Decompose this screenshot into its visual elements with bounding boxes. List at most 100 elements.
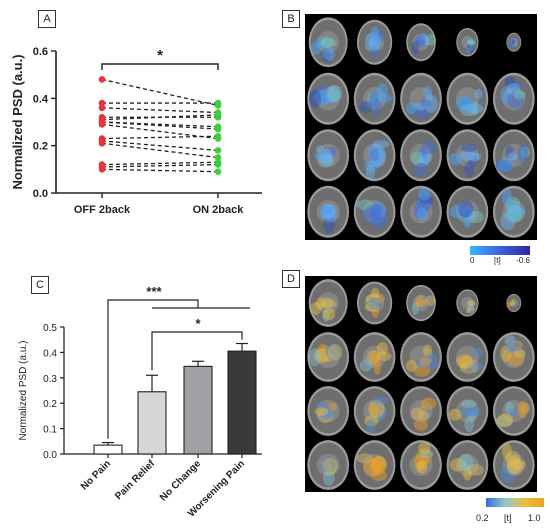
activation-blob <box>369 91 379 107</box>
brain-slice-core <box>509 37 518 47</box>
pair-line <box>101 78 219 107</box>
activation-blob <box>459 103 478 117</box>
activation-blob <box>313 348 331 364</box>
activation-blob <box>320 297 334 309</box>
point-on-2back <box>214 154 222 161</box>
activation-blob <box>459 362 478 374</box>
panel-label-b: B <box>282 10 300 28</box>
significance-bracket-c-2 <box>151 331 243 371</box>
activation-blob <box>459 149 475 161</box>
activation-blob <box>462 206 474 221</box>
activation-blob <box>463 466 472 481</box>
activation-blob <box>497 157 514 173</box>
activation-blob <box>520 146 531 158</box>
activation-blob <box>327 343 343 361</box>
brain-slice-core <box>316 200 340 224</box>
activation-blob <box>370 287 380 299</box>
activation-blob <box>327 403 338 412</box>
bar <box>93 444 123 455</box>
activation-blob <box>365 293 381 305</box>
activation-blob <box>470 359 479 373</box>
activation-blob <box>424 94 438 113</box>
activation-blob <box>323 458 334 472</box>
activation-blob <box>376 83 389 97</box>
x-tick-label-a: OFF 2back <box>74 204 131 216</box>
activation-blob <box>410 151 424 166</box>
activation-blob <box>320 459 334 468</box>
activation-blob <box>449 204 467 219</box>
activation-blob <box>368 297 382 310</box>
activation-blob <box>416 194 433 211</box>
brain-slice-core <box>409 200 433 224</box>
activation-blob <box>310 41 322 55</box>
bar <box>227 350 257 455</box>
brain-slice-core <box>316 453 340 477</box>
brain-slice-core <box>363 143 387 167</box>
activation-blob <box>464 416 475 433</box>
colorbar-d-max: 1.0 <box>528 513 541 523</box>
activation-blob <box>504 76 516 88</box>
activation-blob <box>315 36 326 50</box>
activation-blob <box>511 298 515 305</box>
brain-slice-core <box>412 294 430 312</box>
activation-blob <box>323 95 335 104</box>
activation-blob <box>495 415 513 428</box>
activation-blob <box>322 49 330 63</box>
activation-blob <box>448 152 462 166</box>
activation-blob <box>327 85 343 103</box>
activation-blob <box>464 161 475 178</box>
activation-blob <box>371 469 387 482</box>
activation-blob <box>368 36 382 50</box>
activation-blob <box>365 163 375 180</box>
activation-blob <box>327 147 338 156</box>
brain-slice-core <box>455 345 479 369</box>
point-on-2back <box>214 125 222 133</box>
activation-blob <box>365 419 375 435</box>
point-off-2back <box>98 99 106 107</box>
colorbar-b-min: 0 <box>470 256 475 265</box>
activation-blob <box>322 148 333 162</box>
x-tick-label-c: Pain Relief <box>113 458 157 502</box>
activation-blob <box>466 308 471 314</box>
activation-blob <box>420 397 437 410</box>
activation-blob <box>513 90 526 100</box>
activation-blob <box>372 396 390 405</box>
activation-blob <box>373 98 381 118</box>
activation-blob <box>419 449 434 458</box>
activation-blob <box>370 405 379 417</box>
activation-blob <box>359 100 373 114</box>
pair-line <box>101 163 219 168</box>
activation-blob <box>372 140 390 149</box>
activation-blob <box>467 152 482 161</box>
activation-blob <box>371 216 387 229</box>
point-on-2back <box>214 147 222 154</box>
activation-blob <box>410 407 424 421</box>
activation-blob <box>323 459 333 471</box>
activation-blob <box>514 302 518 308</box>
significance-label-c-2: * <box>195 316 201 331</box>
activation-blob <box>467 38 475 46</box>
activation-blob <box>325 85 341 103</box>
activation-blob <box>323 204 334 219</box>
activation-blob <box>325 344 341 361</box>
brain-slice-core <box>455 200 479 224</box>
activation-blob <box>364 42 380 52</box>
activation-blob <box>506 350 525 367</box>
brain-slice-core <box>317 31 339 54</box>
activation-blob <box>320 38 337 48</box>
activation-blob <box>422 85 433 100</box>
activation-blob <box>376 351 392 361</box>
activation-blob <box>371 304 380 319</box>
brain-slice-core <box>502 453 526 477</box>
activation-blob <box>370 457 383 474</box>
point-on-2back <box>214 99 222 107</box>
activation-blob <box>320 205 334 215</box>
activation-blob <box>463 212 472 229</box>
activation-blob <box>500 345 512 362</box>
activation-blob <box>507 152 518 161</box>
activation-blob <box>419 195 434 205</box>
activation-blob <box>500 465 516 483</box>
activation-blob <box>373 356 381 375</box>
brain-slice-core <box>412 33 430 51</box>
activation-blob <box>320 299 337 308</box>
